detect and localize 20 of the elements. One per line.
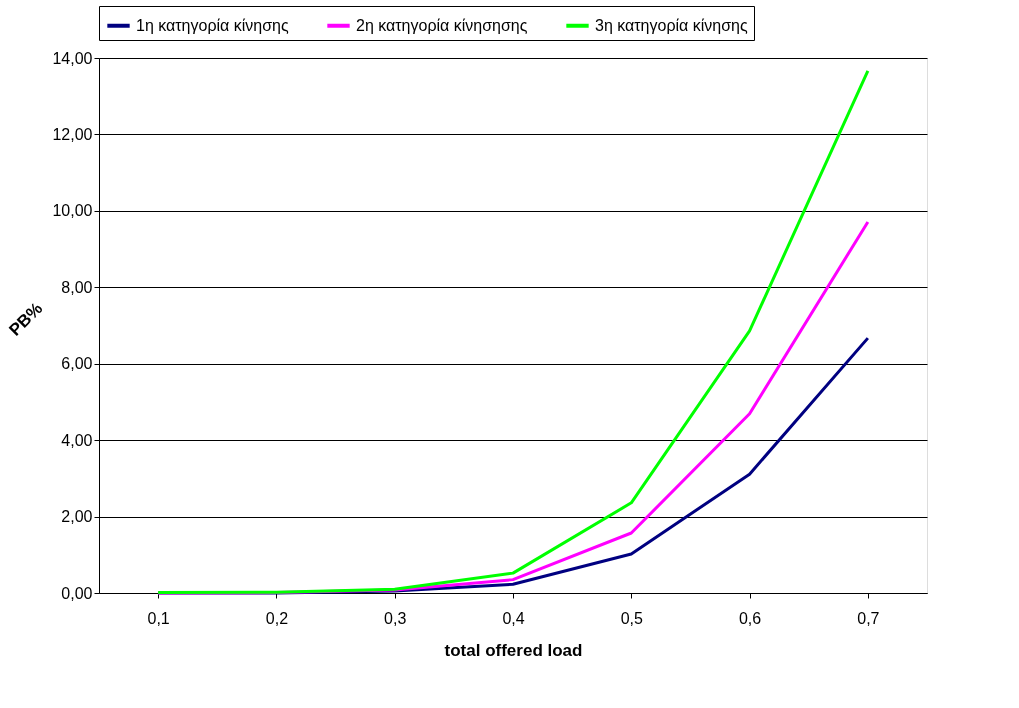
y-tick-label: 6,00 <box>61 355 93 373</box>
y-tick-label: 14,00 <box>52 49 93 67</box>
x-tick-label: 0,5 <box>620 609 643 627</box>
x-tick-label: 0,1 <box>147 609 170 627</box>
y-tick-label: 0,00 <box>61 584 93 602</box>
x-tick-label: 0,2 <box>265 609 289 627</box>
y-tick-label: 4,00 <box>61 431 93 449</box>
x-axis-title: total offered load <box>444 640 583 660</box>
legend-label: 2η κατηγορία κίνησησης <box>356 16 528 34</box>
x-tick-label: 0,7 <box>857 609 880 627</box>
x-tick-label: 0,3 <box>384 609 407 627</box>
legend-label: 3η κατηγορία κίνησης <box>595 16 748 34</box>
line-series <box>156 69 870 595</box>
x-tick-label: 0,4 <box>502 609 525 627</box>
y-tick-label: 2,00 <box>61 508 93 526</box>
y-tick-label: 8,00 <box>61 278 93 296</box>
x-tick-label: 0,6 <box>738 609 762 627</box>
y-tick-label: 10,00 <box>52 202 93 220</box>
legend-label: 1η κατηγορία κίνησης <box>136 16 289 34</box>
y-tick-label: 12,00 <box>52 125 93 143</box>
